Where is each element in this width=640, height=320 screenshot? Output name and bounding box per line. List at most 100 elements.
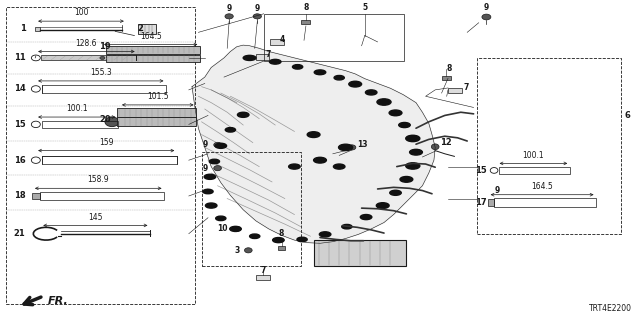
- Bar: [138, 24, 156, 34]
- Bar: [40, 192, 164, 200]
- Text: 128.6: 128.6: [76, 39, 97, 48]
- Ellipse shape: [105, 117, 119, 127]
- Text: 7: 7: [464, 83, 469, 92]
- Ellipse shape: [225, 128, 236, 132]
- Ellipse shape: [377, 99, 391, 105]
- Ellipse shape: [307, 132, 320, 138]
- Bar: [41, 55, 136, 60]
- Ellipse shape: [100, 56, 105, 60]
- Bar: [106, 55, 200, 62]
- Text: 14: 14: [14, 84, 26, 93]
- Bar: [35, 27, 40, 31]
- Ellipse shape: [253, 14, 262, 19]
- Text: 9: 9: [255, 4, 260, 12]
- Ellipse shape: [342, 224, 352, 229]
- Bar: [202, 152, 301, 266]
- Text: 1: 1: [20, 24, 26, 33]
- Ellipse shape: [376, 203, 389, 208]
- Text: 13: 13: [357, 140, 367, 149]
- Ellipse shape: [360, 214, 372, 220]
- Ellipse shape: [215, 143, 227, 148]
- Ellipse shape: [230, 226, 241, 231]
- Ellipse shape: [216, 216, 226, 220]
- Text: TRT4E2200: TRT4E2200: [589, 304, 632, 313]
- Ellipse shape: [400, 177, 413, 182]
- Text: 9: 9: [484, 3, 489, 12]
- Bar: [264, 14, 404, 61]
- Text: 15: 15: [475, 166, 486, 175]
- Ellipse shape: [349, 81, 362, 87]
- Ellipse shape: [209, 159, 220, 164]
- Bar: [32, 193, 40, 198]
- Text: FR.: FR.: [47, 296, 68, 307]
- Ellipse shape: [225, 14, 234, 19]
- Text: 158.9: 158.9: [88, 175, 109, 184]
- Bar: [6, 7, 195, 304]
- Bar: [314, 240, 406, 266]
- Ellipse shape: [297, 237, 307, 242]
- Bar: [106, 46, 200, 54]
- Text: 20: 20: [99, 116, 111, 124]
- Ellipse shape: [214, 142, 221, 148]
- Text: 17: 17: [475, 198, 486, 207]
- Bar: [117, 108, 196, 117]
- Text: 4: 4: [280, 35, 285, 44]
- Ellipse shape: [406, 163, 420, 169]
- Ellipse shape: [319, 232, 331, 237]
- Bar: [488, 198, 494, 206]
- Ellipse shape: [314, 157, 326, 163]
- Text: 100.1: 100.1: [523, 150, 544, 160]
- Text: 9: 9: [203, 140, 208, 149]
- Text: 100.1: 100.1: [66, 104, 88, 113]
- Ellipse shape: [250, 234, 260, 238]
- Ellipse shape: [244, 248, 252, 253]
- Text: 7: 7: [261, 266, 266, 275]
- Ellipse shape: [214, 166, 221, 171]
- Ellipse shape: [205, 203, 217, 208]
- Text: 155.3: 155.3: [90, 68, 111, 77]
- Text: 18: 18: [14, 191, 26, 201]
- Bar: [494, 198, 596, 207]
- Text: 9: 9: [495, 186, 500, 195]
- Text: 11: 11: [14, 53, 26, 62]
- Ellipse shape: [390, 190, 401, 195]
- Ellipse shape: [431, 144, 439, 150]
- Ellipse shape: [203, 189, 213, 194]
- Ellipse shape: [365, 90, 377, 95]
- Ellipse shape: [314, 70, 326, 75]
- Bar: [442, 76, 451, 80]
- Bar: [117, 117, 196, 126]
- Text: 6: 6: [625, 111, 630, 120]
- Ellipse shape: [273, 237, 284, 243]
- Text: 8: 8: [279, 229, 284, 238]
- Text: 145: 145: [88, 212, 102, 221]
- Bar: [448, 88, 462, 93]
- Ellipse shape: [269, 59, 281, 64]
- Ellipse shape: [482, 14, 491, 20]
- Ellipse shape: [204, 174, 216, 180]
- Bar: [256, 54, 269, 60]
- Text: 16: 16: [14, 156, 26, 165]
- Bar: [278, 246, 285, 250]
- Text: 21: 21: [14, 229, 26, 238]
- Ellipse shape: [389, 110, 402, 116]
- Text: 8: 8: [447, 64, 452, 73]
- Ellipse shape: [333, 164, 345, 169]
- Ellipse shape: [410, 149, 422, 155]
- Text: 19: 19: [99, 42, 111, 51]
- Text: 10: 10: [217, 224, 227, 233]
- Ellipse shape: [334, 76, 344, 80]
- Bar: [256, 275, 270, 280]
- Text: 7: 7: [266, 50, 271, 59]
- Ellipse shape: [406, 135, 420, 142]
- Text: 5: 5: [362, 3, 367, 12]
- Bar: [301, 20, 310, 24]
- Ellipse shape: [237, 112, 249, 117]
- Ellipse shape: [399, 123, 410, 128]
- Text: 15: 15: [14, 120, 26, 129]
- Text: 164.5: 164.5: [531, 182, 553, 191]
- Text: 159: 159: [99, 138, 113, 147]
- Ellipse shape: [243, 55, 256, 60]
- Ellipse shape: [233, 226, 241, 231]
- Text: 100: 100: [74, 8, 88, 17]
